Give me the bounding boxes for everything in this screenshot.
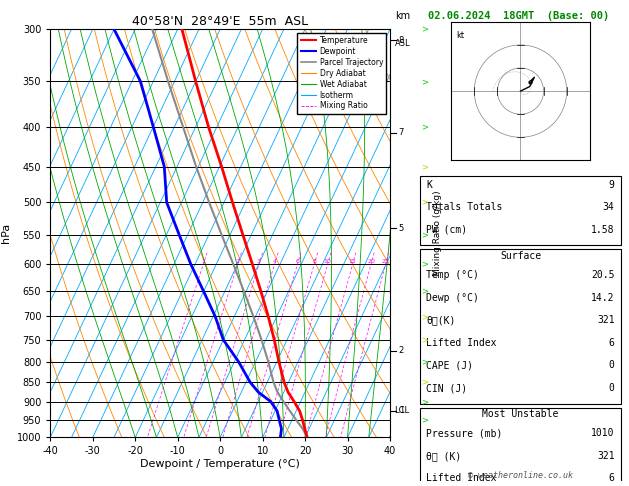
Text: >: > [421, 416, 428, 424]
Text: 02.06.2024  18GMT  (Base: 00): 02.06.2024 18GMT (Base: 00) [428, 11, 610, 21]
Text: 0: 0 [609, 361, 615, 370]
Legend: Temperature, Dewpoint, Parcel Trajectory, Dry Adiabat, Wet Adiabat, Isotherm, Mi: Temperature, Dewpoint, Parcel Trajectory… [298, 33, 386, 114]
Text: >: > [421, 287, 428, 296]
Text: 8: 8 [313, 259, 316, 264]
Text: >: > [421, 162, 428, 171]
Text: 20.5: 20.5 [591, 270, 615, 280]
Text: >: > [421, 260, 428, 269]
Text: 1: 1 [399, 406, 404, 416]
Text: km: km [395, 11, 410, 21]
Text: Dewp (°C): Dewp (°C) [426, 293, 479, 302]
Text: >: > [421, 397, 428, 406]
Text: Mixing Ratio (g/kg): Mixing Ratio (g/kg) [433, 191, 442, 276]
Text: ASL: ASL [395, 39, 410, 49]
Text: CAPE (J): CAPE (J) [426, 361, 474, 370]
Text: 6: 6 [296, 259, 299, 264]
Text: 1.58: 1.58 [591, 225, 615, 235]
Text: >: > [421, 335, 428, 345]
Text: 321: 321 [597, 451, 615, 461]
Text: 15: 15 [349, 259, 357, 264]
Text: PW (cm): PW (cm) [426, 225, 467, 235]
Text: 9: 9 [609, 179, 615, 190]
Text: Temp (°C): Temp (°C) [426, 270, 479, 280]
Text: CIN (J): CIN (J) [426, 383, 467, 393]
Text: >: > [421, 357, 428, 366]
Text: © weatheronline.co.uk: © weatheronline.co.uk [468, 470, 573, 480]
Text: >: > [421, 230, 428, 239]
Text: 1010: 1010 [591, 428, 615, 438]
Text: 10: 10 [324, 259, 331, 264]
Text: kt: kt [456, 31, 464, 40]
Text: 8: 8 [399, 36, 404, 45]
X-axis label: Dewpoint / Temperature (°C): Dewpoint / Temperature (°C) [140, 459, 300, 469]
Text: 321: 321 [597, 315, 615, 325]
Text: >: > [421, 122, 428, 131]
Text: 2: 2 [236, 259, 240, 264]
Text: 20: 20 [367, 259, 375, 264]
Text: 3: 3 [257, 259, 261, 264]
Text: >: > [421, 378, 428, 387]
Text: 6: 6 [609, 338, 615, 348]
Text: 5: 5 [399, 224, 404, 233]
Text: 2: 2 [399, 347, 404, 355]
Title: 40°58'N  28°49'E  55m  ASL: 40°58'N 28°49'E 55m ASL [132, 15, 308, 28]
Bar [420, 408, 621, 486]
Text: θᴀ(K): θᴀ(K) [426, 315, 456, 325]
Text: Lifted Index: Lifted Index [426, 473, 497, 484]
Text: 4: 4 [272, 259, 277, 264]
Text: θᴀ (K): θᴀ (K) [426, 451, 462, 461]
Text: Lifted Index: Lifted Index [426, 338, 497, 348]
Text: Surface: Surface [500, 251, 541, 260]
Text: 7: 7 [399, 128, 404, 137]
Text: Pressure (mb): Pressure (mb) [426, 428, 503, 438]
Text: >: > [421, 198, 428, 207]
Text: >: > [421, 312, 428, 321]
Bar [420, 176, 621, 245]
Text: LCL: LCL [394, 406, 409, 416]
Text: 34: 34 [603, 202, 615, 212]
Text: 14.2: 14.2 [591, 293, 615, 302]
Text: K: K [426, 179, 432, 190]
Y-axis label: hPa: hPa [1, 223, 11, 243]
Text: >: > [421, 25, 428, 34]
Bar [420, 249, 621, 403]
Text: 6: 6 [609, 473, 615, 484]
Text: >: > [421, 77, 428, 86]
Text: 0: 0 [609, 383, 615, 393]
Text: Most Unstable: Most Unstable [482, 409, 559, 419]
Text: Totals Totals: Totals Totals [426, 202, 503, 212]
Text: 25: 25 [382, 259, 389, 264]
Text: 1: 1 [201, 259, 205, 264]
